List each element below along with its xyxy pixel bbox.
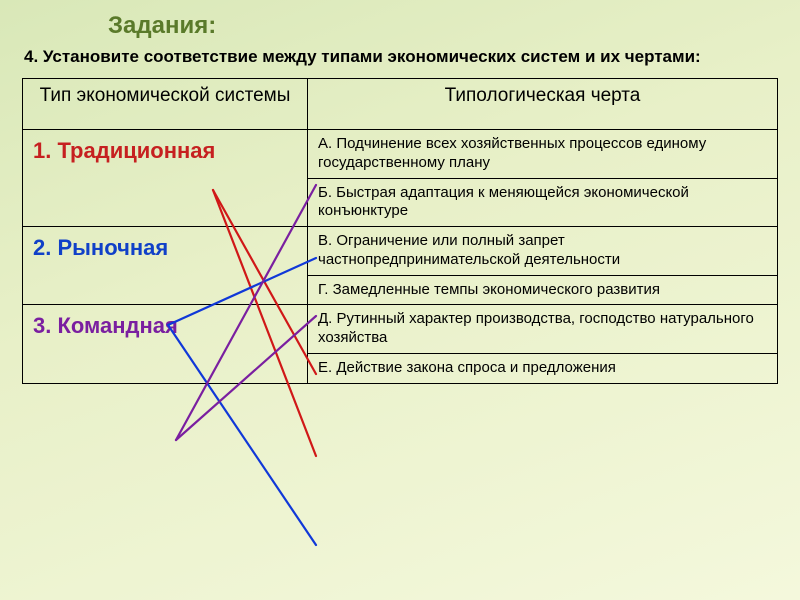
right-item-e: Е. Действие закона спроса и предложения [308,353,778,383]
matching-table: Тип экономической системы Типологическая… [22,78,778,384]
right-item-g: Г. Замедленные темпы экономического разв… [308,275,778,305]
left-item-1: 1. Традиционная [23,130,308,227]
page-title: Задания: [0,0,800,46]
left-item-2: 2. Рыночная [23,227,308,305]
right-item-b: Б. Быстрая адаптация к меняющейся эконом… [308,178,778,227]
right-item-d: Д. Рутинный характер производства, госпо… [308,305,778,354]
right-item-a: А. Подчинение всех хозяйственных процесс… [308,130,778,179]
left-item-3: 3. Командная [23,305,308,383]
header-right: Типологическая черта [308,79,778,130]
task-subtitle: 4. Установите соответствие между типами … [0,46,800,78]
header-left: Тип экономической системы [23,79,308,130]
right-item-v: В. Ограничение или полный запрет частноп… [308,227,778,276]
